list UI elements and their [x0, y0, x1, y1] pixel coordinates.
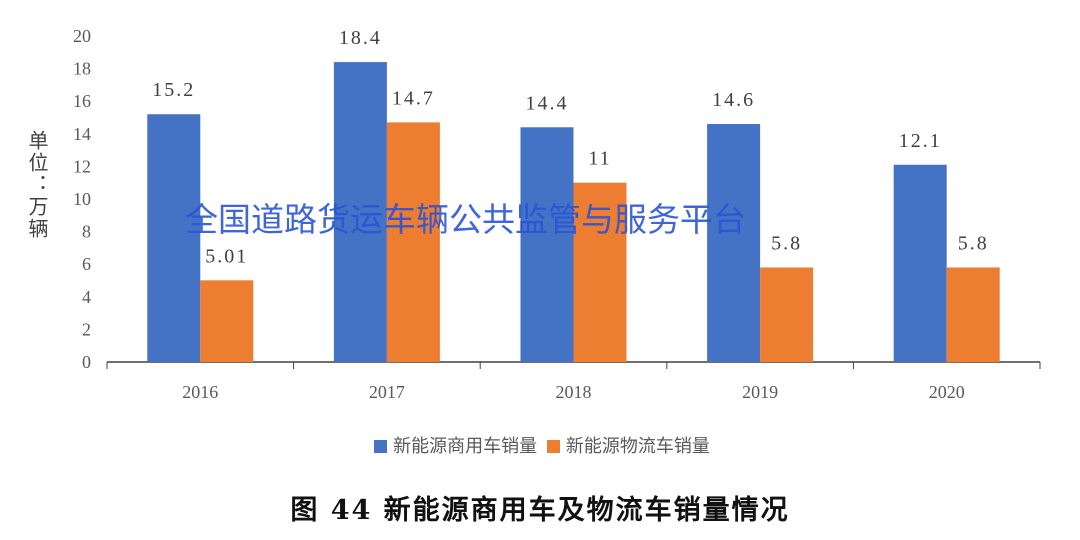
bar-commercial: [893, 164, 947, 362]
data-label: 14.6: [712, 89, 755, 111]
y-tick-label: 16: [73, 91, 91, 111]
y-tick-label: 6: [82, 254, 91, 274]
x-tick-label: 2017: [369, 382, 405, 402]
data-label: 15.2: [152, 79, 195, 101]
x-tick-label: 2019: [742, 382, 778, 402]
bar-commercial: [707, 124, 761, 363]
x-tick-label: 2016: [182, 382, 218, 402]
y-tick-label: 12: [73, 156, 91, 176]
x-tick-label: 2020: [929, 382, 965, 402]
y-tick-label: 10: [73, 189, 91, 209]
bar-logistics: [573, 182, 627, 362]
bar-commercial: [520, 127, 574, 362]
y-tick-label: 14: [73, 124, 91, 144]
bar-logistics: [760, 267, 814, 362]
y-tick-label: 20: [73, 26, 91, 46]
data-label: 18.4: [339, 27, 382, 49]
legend-label-commercial: 新能源商用车销量: [393, 436, 538, 457]
x-tick-label: 2018: [556, 382, 592, 402]
data-label: 14.4: [526, 92, 569, 114]
data-label: 5.01: [205, 245, 248, 267]
data-label: 5.8: [958, 232, 989, 254]
bar-logistics: [386, 122, 440, 362]
y-tick-label: 18: [73, 59, 91, 79]
y-tick-label: 0: [82, 352, 91, 372]
bar-commercial: [333, 62, 387, 362]
bar-logistics: [200, 280, 254, 362]
bar-commercial: [147, 114, 201, 363]
data-label: 14.7: [392, 87, 435, 109]
bar-logistics: [946, 267, 1000, 362]
data-label: 12.1: [899, 130, 942, 152]
legend-swatch-commercial: [374, 440, 388, 453]
y-tick-label: 4: [82, 287, 91, 307]
legend-swatch-logistics: [546, 440, 560, 453]
y-tick-label: 2: [82, 319, 91, 339]
figure-caption: 图 44 新能源商用车及物流车销量情况: [290, 495, 790, 526]
watermark: 全国道路货运车辆公共监管与服务平台: [185, 200, 746, 239]
y-axis-label: 单位：万辆: [25, 130, 49, 240]
data-label: 5.8: [771, 232, 802, 254]
legend-label-logistics: 新能源物流车销量: [565, 436, 710, 457]
data-label: 11: [588, 148, 611, 170]
y-tick-label: 8: [82, 222, 91, 242]
legend: 新能源商用车销量 新能源物流车销量: [0, 432, 1080, 458]
